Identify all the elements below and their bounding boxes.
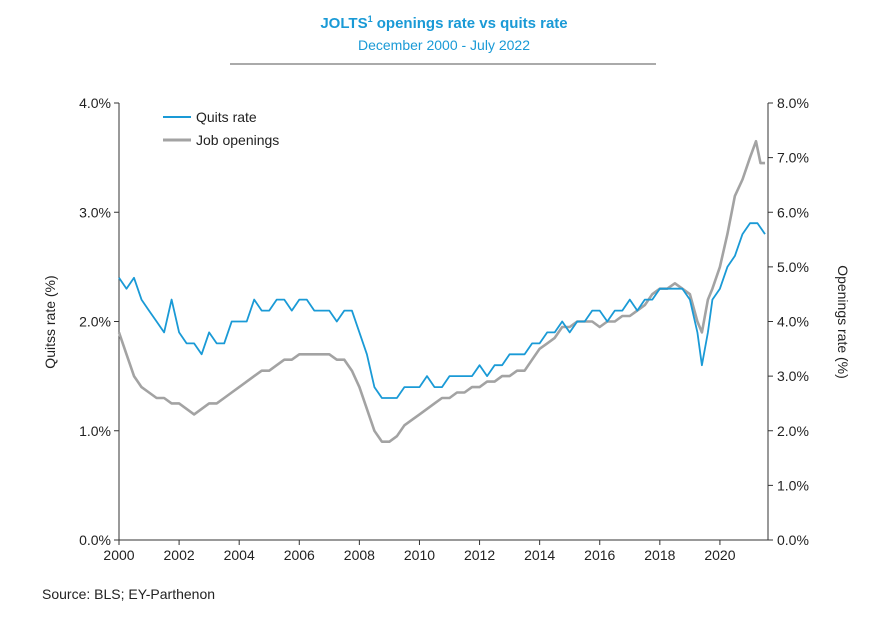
x-tick-label: 2004 <box>224 547 255 563</box>
job-openings-line <box>117 139 765 443</box>
x-tick-label: 2014 <box>524 547 555 563</box>
chart-subtitle: December 2000 - July 2022 <box>358 37 530 53</box>
y-right-tick-label: 2.0% <box>777 423 809 439</box>
x-tick-label: 2002 <box>164 547 195 563</box>
chart-title: JOLTS1 openings rate vs quits rate <box>320 14 567 32</box>
legend-label-openings: Job openings <box>196 132 279 148</box>
x-tick-label: 2016 <box>584 547 615 563</box>
y-axis-label-left: Quitss rate (%) <box>42 275 58 368</box>
x-tick-label: 2000 <box>103 547 134 563</box>
x-tick-label: 2006 <box>284 547 315 563</box>
source-note: Source: BLS; EY-Parthenon <box>42 586 215 602</box>
y-left-tick-label: 3.0% <box>79 204 111 220</box>
y-right-tick-label: 4.0% <box>777 314 809 330</box>
y-right-tick-label: 0.0% <box>777 532 809 548</box>
y-right-tick-label: 6.0% <box>777 204 809 220</box>
x-tick-label: 2018 <box>644 547 675 563</box>
y-left-tick-label: 0.0% <box>79 532 111 548</box>
plot-area: 0.0% 1.0% 2.0% 3.0% 4.0% 0.0% 1.0% 2.0% 3.0% 4.0%… <box>79 95 809 563</box>
quits-rate-line <box>118 222 766 399</box>
y-left-tick-label: 2.0% <box>79 314 111 330</box>
y-right-tick-label: 7.0% <box>777 150 809 166</box>
y-right-tick-label: 8.0% <box>777 95 809 111</box>
x-tick-label: 2020 <box>704 547 735 563</box>
y-right-tick-label: 3.0% <box>777 368 809 384</box>
y-left-tick-label: 4.0% <box>79 95 111 111</box>
x-tick-label: 2012 <box>464 547 495 563</box>
legend: Quits rate Job openings <box>163 109 279 148</box>
y-right-tick-label: 1.0% <box>777 477 809 493</box>
y-left-tick-label: 1.0% <box>79 423 111 439</box>
x-tick-label: 2008 <box>344 547 375 563</box>
y-right-tick-label: 5.0% <box>777 259 809 275</box>
x-tick-label: 2010 <box>404 547 435 563</box>
y-axis-label-right: Openings rate (%) <box>835 265 851 379</box>
legend-label-quits: Quits rate <box>196 109 257 125</box>
